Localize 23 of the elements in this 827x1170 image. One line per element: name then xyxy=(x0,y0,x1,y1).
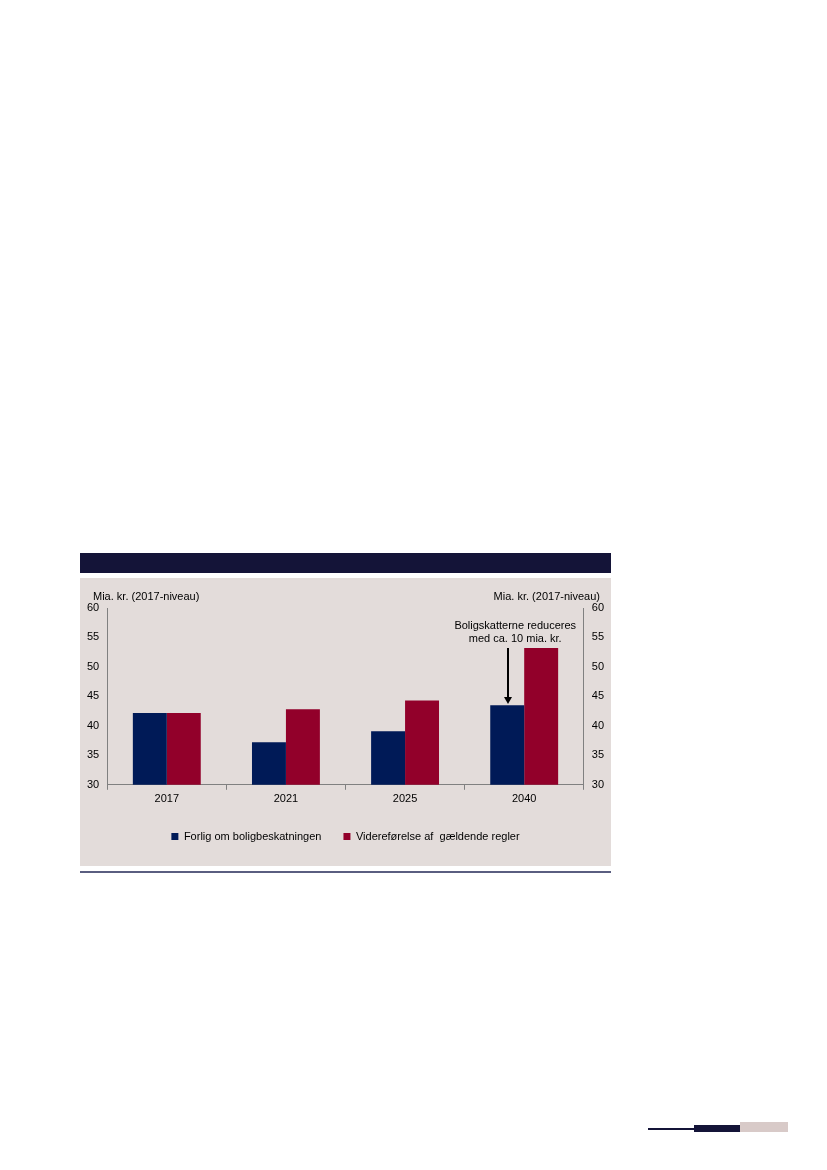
y-tick-label: 55 xyxy=(86,630,100,643)
legend-label: Forlig om boligbeskatningen xyxy=(183,829,322,842)
y-tick-label: 45 xyxy=(86,689,100,702)
y2-tick-label: 40 xyxy=(591,718,605,731)
y-tick-label: 30 xyxy=(86,777,100,790)
y2-tick-label: 55 xyxy=(591,630,605,643)
y2-tick-label: 60 xyxy=(591,601,605,614)
y-tick-label: 50 xyxy=(86,659,100,672)
y2-tick-label: 30 xyxy=(591,777,605,790)
x-tick-label: 2025 xyxy=(392,792,418,805)
annotation: Boligskatterne reduceres med ca. 10 mia. kr. xyxy=(454,619,577,645)
y2-tick-label: 45 xyxy=(591,689,605,702)
y2-tick-label: 35 xyxy=(591,748,605,761)
y-tick-label: 60 xyxy=(86,601,100,614)
x-tick-label: 2021 xyxy=(273,792,299,805)
y2-tick-label: 50 xyxy=(591,659,605,672)
x-tick-label: 2040 xyxy=(511,792,537,805)
y-axis-title: Mia. kr. (2017-niveau) xyxy=(93,590,200,602)
y2-axis-title: Mia. kr. (2017-niveau) xyxy=(493,590,600,602)
x-tick-label: 2017 xyxy=(154,792,180,805)
y-tick-label: 35 xyxy=(86,748,100,761)
y-tick-label: 40 xyxy=(86,718,100,731)
legend-label: Videreførelse af gældende regler xyxy=(355,829,520,842)
